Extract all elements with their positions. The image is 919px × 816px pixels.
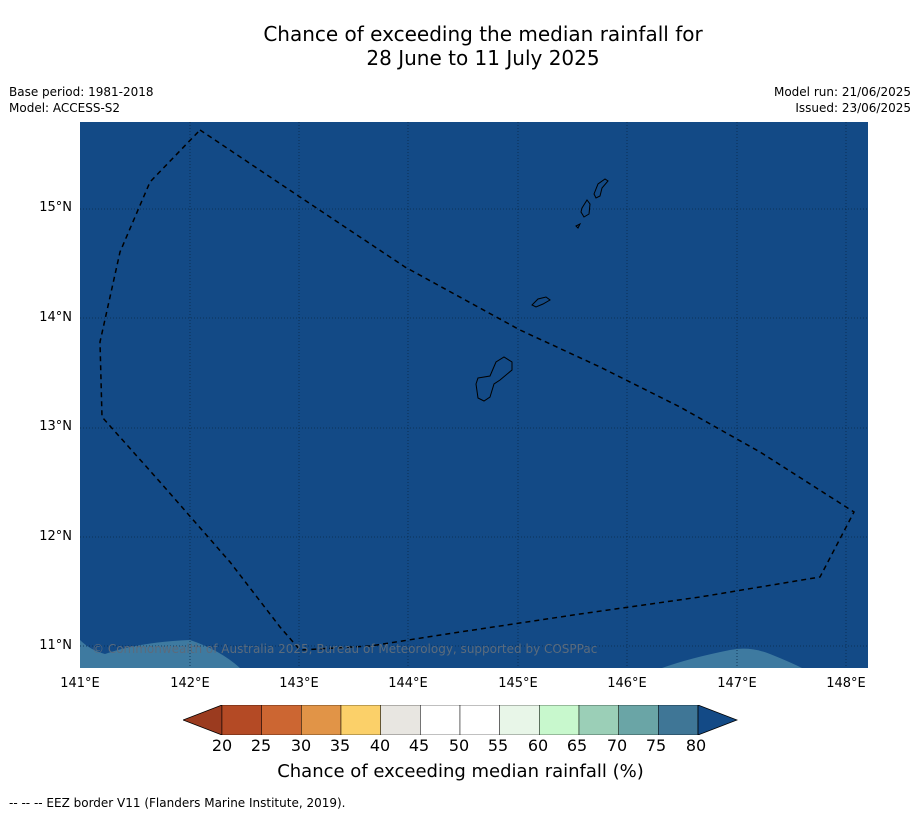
- colorbar-segment-55-60: [499, 705, 540, 735]
- island-saipan: [593, 178, 609, 199]
- lon-label-148e: 148°E: [826, 676, 866, 691]
- cbar-tick-35: 35: [329, 736, 351, 755]
- lon-label-143e: 143°E: [279, 676, 319, 691]
- cbar-tick-75: 75: [645, 736, 667, 755]
- base-period: Base period: 1981-2018: [9, 85, 154, 99]
- issued-date: Issued: 23/06/2025: [795, 101, 911, 115]
- lon-label-141e: 141°E: [60, 676, 100, 691]
- lat-label-15n: 15°N: [39, 200, 72, 215]
- meta-left: Base period: 1981-2018 Model: ACCESS-S2: [9, 84, 154, 116]
- cbar-tick-70: 70: [606, 736, 628, 755]
- colorbar-segment-75-80: [658, 705, 699, 735]
- cbar-tick-45: 45: [408, 736, 430, 755]
- lon-label-142e: 142°E: [170, 676, 210, 691]
- copyright-text: © Commonwealth of Australia 2025, Bureau…: [92, 642, 597, 656]
- model-name: Model: ACCESS-S2: [9, 101, 121, 115]
- lat-label-12n: 12°N: [39, 529, 72, 544]
- colorbar-segment-25-30: [261, 705, 302, 735]
- island-rota: [531, 296, 551, 308]
- colorbar-upper-arrow: [697, 705, 738, 735]
- cbar-tick-65: 65: [566, 736, 588, 755]
- colorbar-lower-arrow: [183, 705, 223, 735]
- colorbar-segment-45-50: [420, 705, 461, 735]
- island-aguijan: [575, 222, 582, 229]
- lon-label-145e: 145°E: [498, 676, 538, 691]
- colorbar-segment-60-65: [539, 705, 580, 735]
- title-line-2: 28 June to 11 July 2025: [366, 46, 600, 70]
- cbar-tick-25: 25: [250, 736, 272, 755]
- lat-label-13n: 13°N: [39, 419, 72, 434]
- lon-label-144e: 144°E: [388, 676, 428, 691]
- cbar-tick-30: 30: [290, 736, 312, 755]
- model-run: Model run: 21/06/2025: [773, 85, 911, 99]
- colorbar-segment-20-25: [221, 705, 262, 735]
- cbar-tick-40: 40: [369, 736, 391, 755]
- colorbar: [183, 705, 738, 735]
- colorbar-segment-65-70: [578, 705, 619, 735]
- colorbar-segment-50-55: [459, 705, 500, 735]
- cbar-tick-55: 55: [487, 736, 509, 755]
- lat-label-14n: 14°N: [39, 310, 72, 325]
- title-line-1: Chance of exceeding the median rainfall …: [263, 22, 703, 46]
- ocean-background: [80, 122, 868, 668]
- lower-ocean-band: [80, 640, 240, 668]
- colorbar-segment-70-75: [618, 705, 659, 735]
- colorbar-label: Chance of exceeding median rainfall (%): [277, 761, 644, 782]
- eez-footnote: -- -- -- EEZ border V11 (Flanders Marine…: [9, 796, 346, 810]
- map-area[interactable]: © Commonwealth of Australia 2025, Bureau…: [80, 122, 868, 668]
- lon-label-147e: 147°E: [717, 676, 757, 691]
- graticule: [80, 122, 868, 668]
- lon-label-146e: 146°E: [607, 676, 647, 691]
- island-tinian: [580, 199, 591, 218]
- map-title: Chance of exceeding the median rainfall …: [0, 22, 919, 70]
- lower-ocean-band-right: [662, 648, 802, 668]
- meta-right: Model run: 21/06/2025 Issued: 23/06/2025: [774, 84, 911, 116]
- cbar-tick-20: 20: [211, 736, 233, 755]
- island-guam: [475, 356, 513, 402]
- colorbar-segments: [221, 705, 699, 735]
- cbar-tick-50: 50: [448, 736, 470, 755]
- colorbar-segment-35-40: [340, 705, 381, 735]
- colorbar-segment-40-45: [380, 705, 421, 735]
- colorbar-segment-30-35: [301, 705, 342, 735]
- cbar-tick-60: 60: [527, 736, 549, 755]
- cbar-tick-80: 80: [685, 736, 707, 755]
- lat-label-11n: 11°N: [39, 638, 72, 653]
- islands: [475, 178, 609, 402]
- eez-border: [99, 129, 855, 651]
